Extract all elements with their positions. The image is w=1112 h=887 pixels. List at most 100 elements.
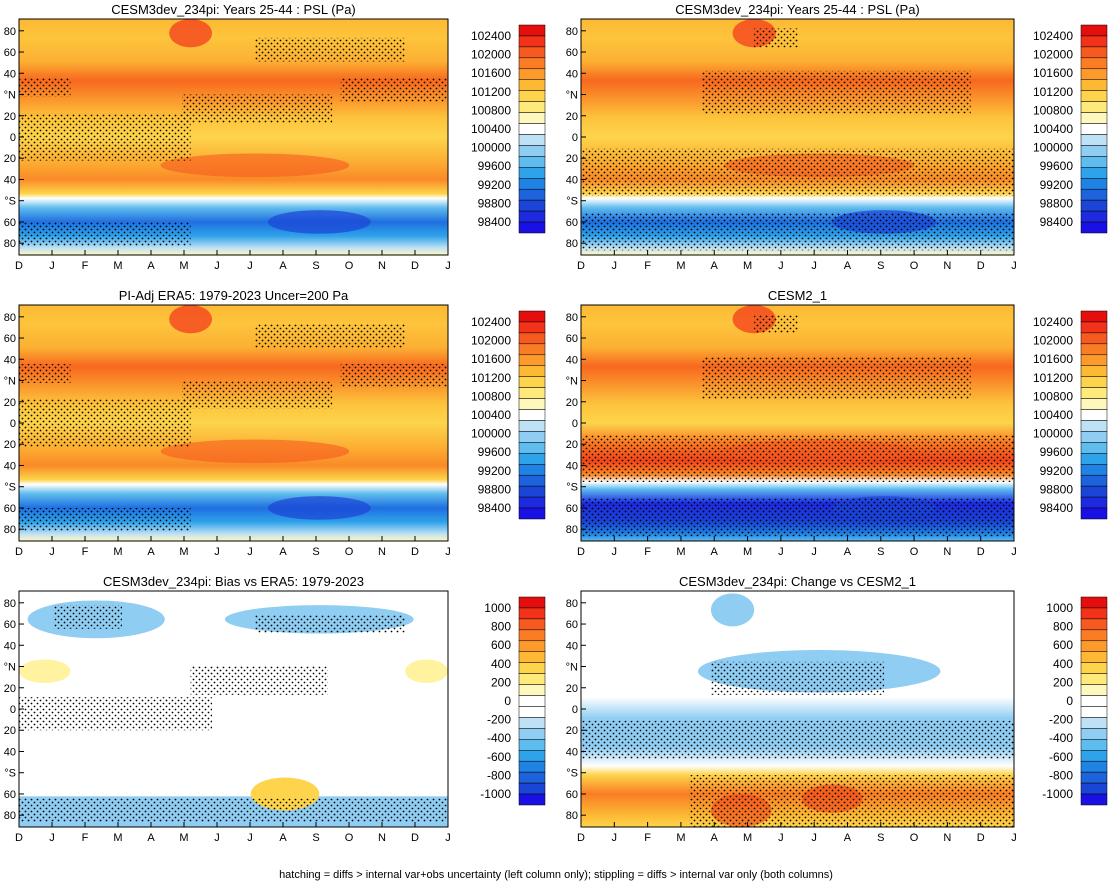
colorbar-label: 99200 — [478, 464, 512, 478]
colorbar-label: 100800 — [471, 103, 511, 117]
colorbar-swatch — [1080, 651, 1108, 663]
colorbar-swatch — [518, 145, 546, 157]
x-tick-label: J — [778, 832, 784, 844]
x-tick-label: J — [214, 260, 220, 272]
colorbar-swatch — [518, 68, 546, 80]
significance-stippling — [19, 697, 213, 731]
panel-1: CESM3dev_234pi: Years 25-44 : PSL (Pa) D J… — [4, 2, 546, 272]
x-tick-label: M — [113, 546, 122, 558]
x-tick-label: J — [612, 832, 618, 844]
x-tick-label: M — [743, 546, 752, 558]
y-tick-label: 60 — [4, 503, 16, 515]
colorbar-swatch — [518, 771, 546, 784]
colorbar-swatch — [1080, 310, 1108, 323]
y-tick-label: 0 — [572, 418, 578, 430]
y-tick-label: 60 — [566, 47, 578, 59]
significance-stippling — [581, 498, 1014, 537]
colorbar-swatch — [518, 507, 546, 520]
colorbar-label: 99200 — [1040, 178, 1074, 192]
colorbar-swatch — [1080, 365, 1108, 377]
y-tick-label: 80 — [566, 810, 578, 822]
significance-stippling — [340, 364, 448, 388]
panel-title: CESM3dev_234pi: Years 25-44 : PSL (Pa) — [111, 2, 356, 17]
y-tick-label: 40 — [566, 174, 578, 186]
colorbar-swatch — [1080, 782, 1108, 795]
colorbar-label: 101200 — [1033, 371, 1073, 385]
colorbar-swatch — [518, 750, 546, 762]
significance-stippling — [581, 148, 1014, 196]
y-tick-label: 20 — [4, 153, 16, 165]
colorbar-swatch — [1080, 398, 1108, 410]
colorbar-swatch — [1080, 46, 1108, 59]
colorbar: 102400 102000 101600 101200 100800 100400 1000… — [1033, 24, 1108, 234]
x-tick-label: J — [1011, 260, 1017, 272]
x-tick-label: D — [15, 260, 23, 272]
colorbar-label: 101600 — [471, 66, 511, 80]
y-tick-label: 60 — [4, 789, 16, 801]
colorbar-label: 100000 — [471, 141, 511, 155]
x-tick-label: S — [877, 260, 884, 272]
x-tick-label: J — [49, 260, 55, 272]
colorbar-swatch — [1080, 496, 1108, 509]
x-tick-label: A — [711, 260, 719, 272]
y-tick-label: °N — [4, 662, 16, 674]
colorbar-swatch — [1080, 376, 1108, 388]
x-tick-label: J — [214, 832, 220, 844]
x-tick-label: O — [345, 546, 354, 558]
colorbar-swatch — [1080, 79, 1108, 91]
colorbar-swatch — [1080, 35, 1108, 48]
y-tick-label: 80 — [566, 26, 578, 38]
colorbar-swatch — [1080, 221, 1108, 234]
y-tick-label: 20 — [566, 439, 578, 451]
colorbar-swatch — [518, 420, 546, 432]
significance-stippling — [702, 356, 971, 400]
colorbar-label: 102000 — [1033, 334, 1073, 348]
y-tick-label: °S — [4, 196, 16, 208]
colorbar-label: 98800 — [1040, 196, 1074, 210]
panel-title: PI-Adj ERA5: 1979-2023 Uncer=200 Pa — [119, 288, 349, 303]
colorbar-swatch — [1080, 178, 1108, 190]
colorbar-swatch — [518, 464, 546, 476]
y-tick-label: °N — [4, 376, 16, 388]
colorbar-swatch — [518, 398, 546, 410]
colorbar-swatch — [518, 199, 546, 212]
x-tick-label: J — [612, 260, 618, 272]
colorbar-swatch — [518, 156, 546, 168]
x-tick-label: D — [15, 546, 23, 558]
significance-stippling — [254, 614, 406, 634]
colorbar-swatch — [518, 343, 546, 356]
x-tick-label: M — [743, 832, 752, 844]
y-tick-label: 0 — [10, 418, 16, 430]
colorbar-swatch — [518, 409, 546, 421]
significance-stippling — [19, 507, 191, 532]
colorbar-swatch — [518, 474, 546, 487]
significance-stippling — [254, 37, 406, 62]
x-tick-label: S — [312, 832, 319, 844]
colorbar-swatch — [518, 46, 546, 59]
x-tick-label: O — [910, 546, 919, 558]
colorbar-swatch — [1080, 156, 1108, 168]
y-tick-label: 60 — [566, 503, 578, 515]
colorbar-label: -1000 — [1042, 787, 1073, 801]
y-tick-label: °N — [566, 90, 578, 102]
colorbar-swatch — [518, 760, 546, 773]
y-tick-label: °S — [4, 482, 16, 494]
y-tick-label: 20 — [4, 397, 16, 409]
footnote: hatching = diffs > internal var+obs unce… — [279, 869, 833, 881]
x-tick-label: J — [612, 546, 618, 558]
significance-stippling — [182, 94, 333, 123]
y-tick-label: 40 — [566, 640, 578, 652]
colorbar-swatch — [1080, 90, 1108, 102]
panel-4: CESM2_1 D J F M A M J J A S O N D J 80 60 40 °N 20 0 20 40 °S 60… — [566, 288, 1108, 558]
colorbar-label: 1000 — [484, 601, 511, 615]
y-tick-label: 40 — [566, 354, 578, 366]
x-tick-label: A — [147, 832, 155, 844]
subtropical-high-band — [160, 439, 350, 464]
y-tick-label: °N — [566, 376, 578, 388]
colorbar-swatch — [518, 221, 546, 234]
positive-bias-region — [405, 659, 448, 684]
colorbar-label: 100000 — [1033, 141, 1073, 155]
panel-title: CESM2_1 — [768, 288, 827, 303]
colorbar-swatch — [518, 112, 546, 124]
